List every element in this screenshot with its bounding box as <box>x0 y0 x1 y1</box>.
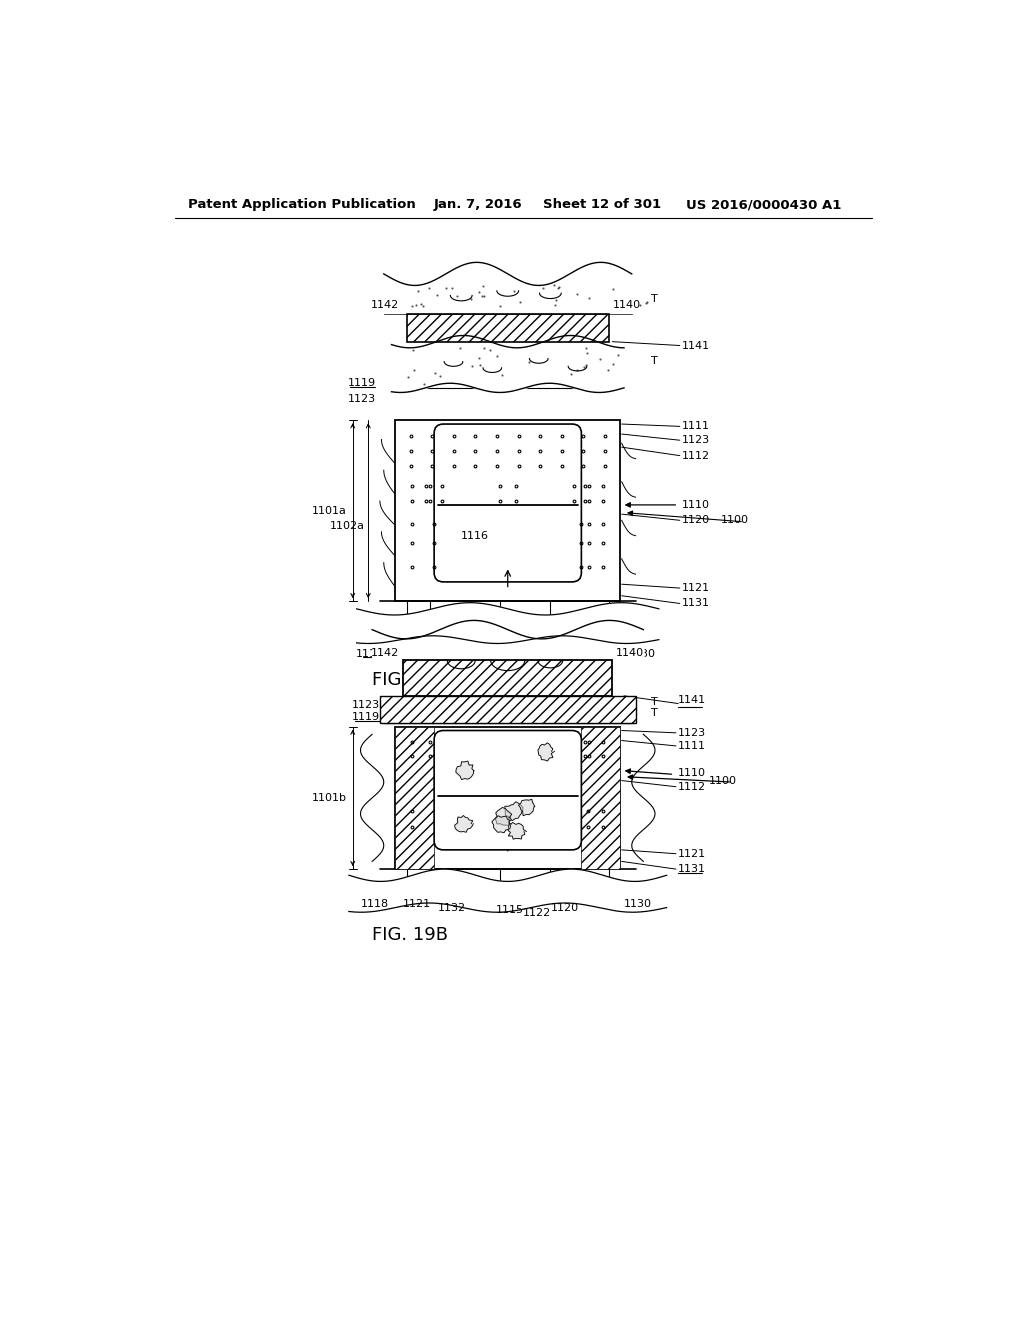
Text: 1121: 1121 <box>682 583 711 593</box>
Text: 1121: 1121 <box>678 849 707 859</box>
Text: FIG. 19B: FIG. 19B <box>372 925 449 944</box>
Text: 1100: 1100 <box>721 515 749 525</box>
Text: US 2016/0000430 A1: US 2016/0000430 A1 <box>686 198 842 211</box>
Text: 1115: 1115 <box>496 906 524 915</box>
Text: 1140: 1140 <box>616 648 644 657</box>
Text: Patent Application Publication: Patent Application Publication <box>188 198 416 211</box>
Text: Jan. 7, 2016: Jan. 7, 2016 <box>434 198 522 211</box>
Polygon shape <box>505 801 523 821</box>
Text: 1140: 1140 <box>612 300 640 310</box>
Text: 1119: 1119 <box>348 379 376 388</box>
Bar <box>380 696 636 723</box>
Text: 1116: 1116 <box>461 531 489 541</box>
Text: 1141: 1141 <box>682 341 711 351</box>
Text: T: T <box>651 708 657 718</box>
Bar <box>407 314 608 342</box>
Text: 1121: 1121 <box>403 899 431 908</box>
Text: 1142: 1142 <box>371 648 399 657</box>
Text: FIG. 19A: FIG. 19A <box>372 672 449 689</box>
Text: 1122: 1122 <box>496 660 524 671</box>
Bar <box>395 726 621 869</box>
FancyBboxPatch shape <box>434 730 582 850</box>
Text: 1130: 1130 <box>628 648 656 659</box>
Bar <box>395 420 621 601</box>
Text: 1121: 1121 <box>399 648 427 659</box>
Text: T: T <box>651 356 657 366</box>
Text: T: T <box>651 294 657 305</box>
Polygon shape <box>456 762 474 780</box>
Bar <box>395 726 434 869</box>
Text: 1142: 1142 <box>371 300 399 310</box>
Text: 1119: 1119 <box>352 713 380 722</box>
Text: 1122: 1122 <box>523 908 552 917</box>
Text: 1132: 1132 <box>438 903 466 912</box>
Text: 1116: 1116 <box>469 776 497 785</box>
Text: 1101b: 1101b <box>311 793 346 803</box>
Polygon shape <box>538 743 555 762</box>
Text: 1130: 1130 <box>624 899 652 908</box>
Text: 1115: 1115 <box>531 648 559 659</box>
Text: 1131: 1131 <box>682 598 710 609</box>
Bar <box>403 660 612 696</box>
Text: T: T <box>651 697 657 708</box>
FancyBboxPatch shape <box>434 424 582 582</box>
Text: 1111: 1111 <box>682 421 710 432</box>
Text: 1112: 1112 <box>678 781 707 792</box>
Text: 1100: 1100 <box>710 776 737 785</box>
Text: 1110: 1110 <box>682 500 710 510</box>
Text: 1141: 1141 <box>678 694 707 705</box>
Text: Sheet 12 of 301: Sheet 12 of 301 <box>543 198 660 211</box>
Bar <box>582 726 621 869</box>
Text: 1120: 1120 <box>550 903 579 912</box>
Text: 1111: 1111 <box>678 741 707 751</box>
Text: 1131: 1131 <box>678 865 707 874</box>
Polygon shape <box>495 808 512 825</box>
Polygon shape <box>455 816 473 832</box>
Text: 1118: 1118 <box>361 899 389 908</box>
Text: 1123: 1123 <box>678 727 707 738</box>
Polygon shape <box>492 816 511 833</box>
Polygon shape <box>508 822 526 840</box>
Text: 1123: 1123 <box>352 700 380 710</box>
Text: 1112: 1112 <box>682 450 711 461</box>
Text: 1123: 1123 <box>348 393 376 404</box>
Text: 1120: 1120 <box>682 515 711 525</box>
Text: 1118: 1118 <box>355 648 384 659</box>
Text: 1132: 1132 <box>434 648 462 659</box>
Text: 1110: 1110 <box>678 768 707 777</box>
Text: 1123: 1123 <box>682 436 711 445</box>
Text: 1101a: 1101a <box>311 506 346 516</box>
Text: 1102a: 1102a <box>330 521 365 531</box>
Polygon shape <box>518 800 535 816</box>
